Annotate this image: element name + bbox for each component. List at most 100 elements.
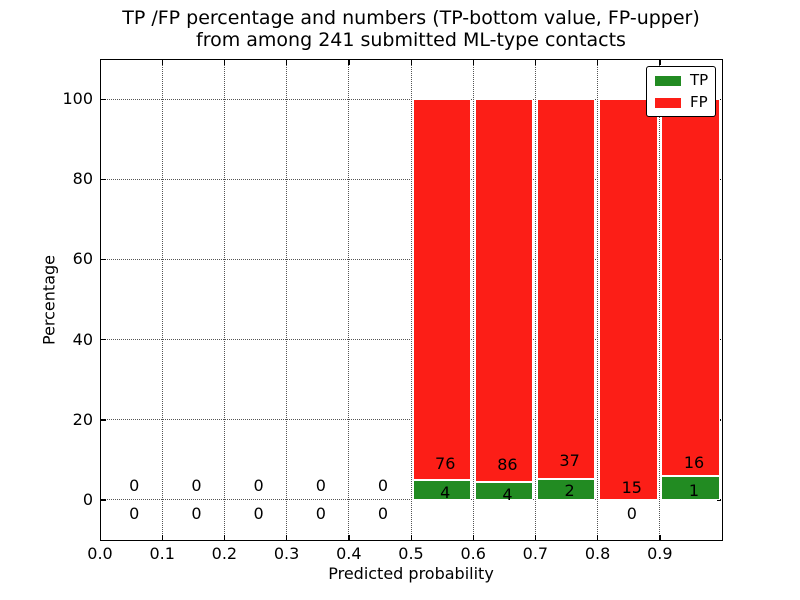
tp-count-annotation: 1: [688, 481, 700, 501]
legend-item-fp: FP: [655, 93, 708, 111]
x-tick-mark: [410, 535, 412, 540]
x-tick-label: 0.1: [149, 544, 175, 563]
fp-count-annotation: 0: [191, 475, 202, 495]
tp-swatch-icon: [655, 75, 681, 86]
x-tick-mark: [161, 60, 164, 65]
y-gridline: [101, 258, 720, 260]
plot-area: [100, 59, 723, 541]
x-tick-mark: [597, 535, 599, 540]
x-tick-label: 0.0: [87, 544, 113, 563]
bar-segment-fp: [661, 99, 720, 477]
y-gridline: [101, 499, 720, 501]
y-tick-mark: [716, 499, 721, 501]
legend-label-tp: TP: [690, 71, 709, 89]
bar-segment-tp: [661, 476, 720, 500]
y-tick-label: 60: [72, 249, 93, 269]
y-tick-label: 100: [62, 89, 93, 109]
fp-swatch-icon: [655, 97, 681, 108]
x-tick-mark: [472, 535, 475, 540]
x-tick-mark: [410, 60, 412, 65]
x-tick-mark: [348, 535, 350, 540]
x-gridline: [472, 60, 474, 538]
x-tick-mark: [286, 60, 288, 65]
bar-segment-tp: [536, 479, 596, 500]
x-gridline: [161, 60, 163, 538]
y-tick-mark: [101, 499, 106, 501]
x-axis-label: Predicted probability: [328, 564, 494, 583]
x-tick-mark: [472, 60, 475, 65]
x-tick-mark: [223, 60, 226, 65]
x-tick-label: 0.9: [647, 544, 673, 563]
y-tick-mark: [101, 178, 106, 181]
fp-count-annotation: 86: [497, 455, 518, 475]
legend-label-fp: FP: [690, 93, 708, 111]
fp-count-annotation: 0: [315, 475, 326, 495]
x-tick-mark: [161, 535, 164, 540]
x-tick-label: 0.3: [273, 544, 300, 563]
y-tick-mark: [101, 419, 106, 421]
tp-count-annotation: 0: [129, 503, 140, 523]
x-gridline: [597, 60, 599, 538]
x-tick-mark: [99, 535, 101, 540]
x-tick-label: 0.8: [584, 544, 611, 563]
x-tick-label: 0.4: [336, 544, 362, 563]
tp-count-annotation: 0: [253, 503, 264, 523]
tp-count-annotation: 0: [626, 503, 637, 523]
y-gridline: [101, 419, 720, 421]
x-gridline: [534, 60, 536, 538]
tp-count-annotation: 4: [440, 482, 451, 502]
y-tick-label: 40: [72, 329, 93, 349]
y-tick-mark: [101, 258, 106, 261]
tp-count-annotation: 2: [564, 481, 575, 501]
x-tick-mark: [534, 535, 537, 540]
y-tick-label: 0: [82, 489, 93, 509]
x-tick-mark: [659, 535, 661, 540]
x-tick-mark: [534, 60, 537, 65]
bar-segment-fp: [474, 99, 534, 483]
y-gridline: [101, 98, 720, 100]
x-tick-mark: [99, 60, 101, 65]
x-gridline: [286, 60, 288, 538]
x-tick-label: 0.5: [398, 544, 424, 563]
tp-count-annotation: 0: [377, 503, 389, 523]
x-tick-label: 0.7: [522, 544, 549, 563]
fp-count-annotation: 16: [683, 452, 705, 472]
chart-title: TP /FP percentage and numbers (TP-bottom…: [100, 7, 722, 51]
fp-count-annotation: 15: [621, 477, 642, 497]
x-gridline: [348, 60, 350, 538]
tp-count-annotation: 0: [191, 503, 202, 523]
x-gridline: [410, 60, 412, 538]
y-tick-label: 80: [72, 169, 93, 189]
chart-title-line2: from among 241 submitted ML-type contact…: [196, 29, 626, 51]
y-gridline: [101, 178, 720, 180]
fp-count-annotation: 0: [253, 475, 264, 495]
fp-count-annotation: 76: [435, 453, 456, 473]
x-tick-mark: [286, 535, 288, 540]
y-tick-label: 20: [72, 409, 93, 429]
fp-count-annotation: 0: [377, 475, 389, 495]
x-tick-mark: [597, 60, 599, 65]
bar-segment-tp: [474, 482, 534, 500]
chart-title-line1: TP /FP percentage and numbers (TP-bottom…: [122, 7, 700, 29]
bar-segment-fp: [536, 99, 596, 480]
legend: TP FP: [646, 66, 716, 117]
x-tick-mark: [659, 60, 661, 65]
bar-segment-fp: [599, 99, 658, 500]
x-tick-label: 0.2: [211, 544, 238, 563]
bar-segment-fp: [412, 99, 471, 480]
tp-count-annotation: 4: [502, 484, 513, 504]
y-tick-mark: [101, 339, 106, 341]
x-tick-mark: [223, 535, 226, 540]
tp-count-annotation: 0: [315, 503, 326, 523]
bar-segment-tp: [412, 479, 471, 500]
legend-item-tp: TP: [655, 71, 709, 89]
y-tick-mark: [101, 98, 106, 100]
y-gridline: [101, 339, 720, 341]
x-gridline: [659, 60, 661, 538]
x-tick-label: 0.6: [460, 544, 486, 563]
x-tick-mark: [348, 60, 350, 65]
fp-count-annotation: 37: [559, 451, 580, 471]
fp-count-annotation: 0: [129, 475, 140, 495]
x-gridline: [223, 60, 225, 538]
